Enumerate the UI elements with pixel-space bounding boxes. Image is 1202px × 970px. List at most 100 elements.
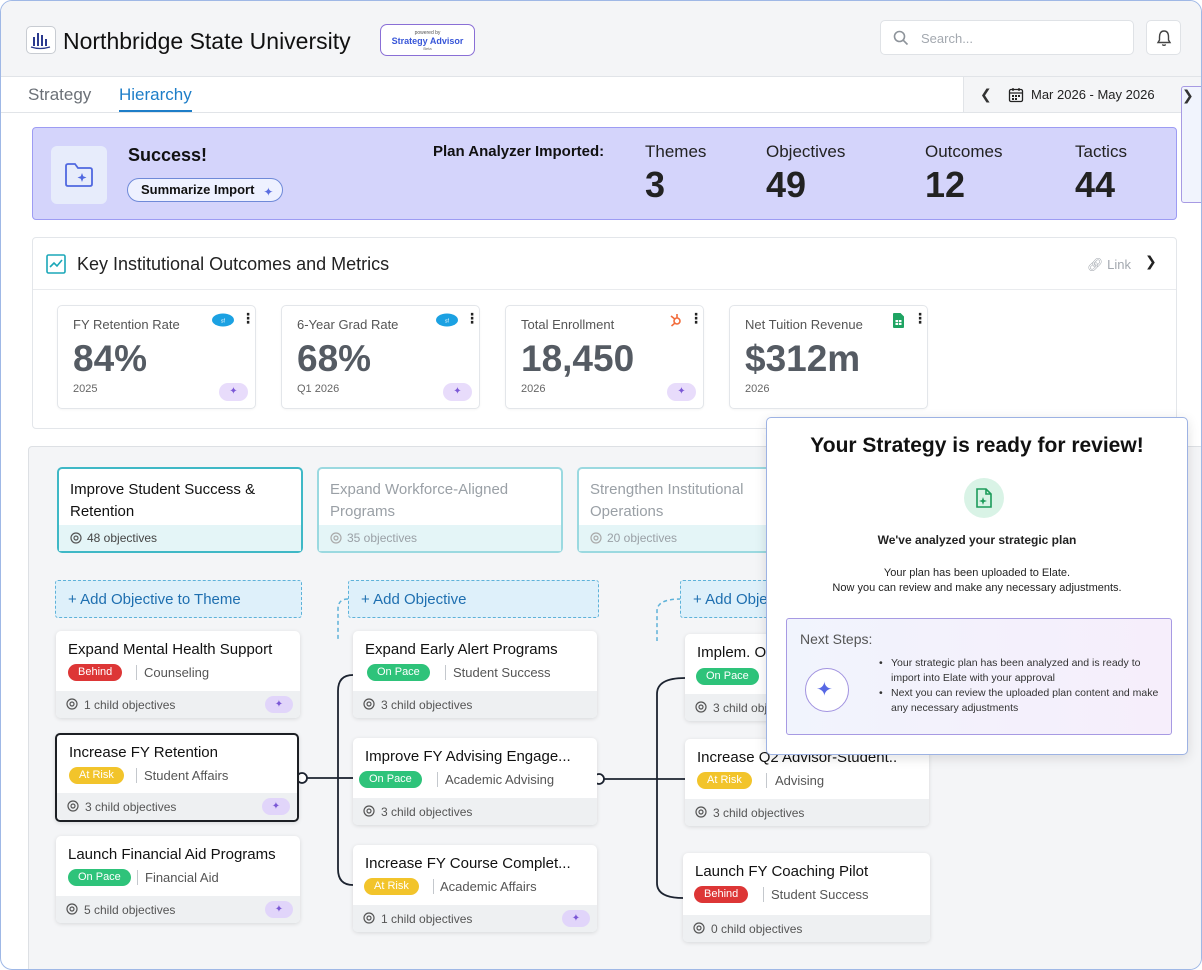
collapse-chevron-icon[interactable]: ❯ — [1145, 253, 1157, 269]
theme-card[interactable]: Improve Student Success & Retention 48 o… — [57, 467, 303, 553]
objective-card[interactable]: Launch Financial Aid Programs On Pace Fi… — [56, 836, 300, 923]
objective-title: Increase FY Retention — [69, 744, 218, 761]
stat-themes: Themes 3 — [645, 142, 706, 206]
stat-value: 12 — [925, 164, 966, 205]
metric-period: Q1 2026 — [297, 383, 340, 395]
target-icon — [70, 532, 82, 544]
date-range-label[interactable]: Mar 2026 - May 2026 — [1031, 87, 1155, 102]
calendar-icon — [1008, 88, 1024, 103]
objective-title: Expand Early Alert Programs — [365, 641, 558, 658]
notifications-button[interactable] — [1146, 20, 1181, 55]
ai-sparkle-icon: ✦ — [805, 668, 849, 712]
stat-tactics: Tactics 44 — [1075, 142, 1127, 206]
metric-card[interactable]: Total Enrollment ⋮ 18,450 2026 ✦ — [505, 305, 704, 409]
ai-sparkle-icon[interactable]: ✦ — [562, 910, 590, 927]
child-objectives-count: 3 child objectives — [381, 805, 473, 819]
child-objectives-count: 3 child obj — [713, 701, 768, 715]
ai-sparkle-icon[interactable]: ✦ — [667, 383, 696, 401]
key-metrics-panel: Key Institutional Outcomes and Metrics 🔗… — [32, 237, 1177, 429]
target-icon — [693, 922, 705, 934]
stat-label: Outcomes — [925, 142, 1003, 161]
tab-strategy[interactable]: Strategy — [28, 85, 92, 104]
salesforce-icon: sf — [435, 313, 459, 330]
metric-card[interactable]: 6-Year Grad Rate sf ⋮ 68% Q1 2026 ✦ — [281, 305, 480, 409]
metric-period: 2026 — [745, 383, 770, 395]
target-icon — [695, 701, 707, 713]
link-button[interactable]: 🔗︎ Link — [1087, 257, 1131, 273]
objective-footer: 3 child objectives — [353, 798, 597, 825]
more-options-icon[interactable]: ⋮ — [913, 310, 927, 326]
metric-card[interactable]: Net Tuition Revenue ⋮ $312m 2026 — [729, 305, 928, 409]
objective-card[interactable]: Launch FY Coaching Pilot Behind Student … — [683, 853, 930, 942]
add-objective-to-theme-button[interactable]: + Add Objective to Theme — [55, 580, 302, 618]
more-options-icon[interactable]: ⋮ — [241, 310, 255, 326]
plan-analyzer-label: Plan Analyzer Imported: — [433, 143, 605, 160]
metrics-title: Key Institutional Outcomes and Metrics — [77, 254, 390, 274]
badge-strategy-advisor: Strategy Advisor — [391, 36, 464, 46]
divider — [445, 665, 446, 680]
objective-card[interactable]: Expand Mental Health Support Behind Coun… — [56, 631, 300, 718]
target-icon — [363, 698, 375, 710]
objective-footer: 5 child objectives ✦ — [56, 896, 300, 923]
objective-card[interactable]: Expand Early Alert Programs On Pace Stud… — [353, 631, 597, 718]
ai-sparkle-icon[interactable]: ✦ — [262, 798, 290, 815]
dialog-title: Your Strategy is ready for review! — [810, 434, 1144, 457]
more-options-icon[interactable]: ⋮ — [689, 310, 703, 326]
success-title: Success! — [128, 145, 208, 165]
stat-outcomes: Outcomes 12 — [925, 142, 1002, 206]
search-placeholder: Search... — [921, 31, 974, 46]
metric-label: Net Tuition Revenue — [745, 317, 863, 332]
app-header: Northbridge State University powered by … — [1, 1, 1201, 77]
search-input[interactable]: Search... — [880, 20, 1134, 55]
divider — [763, 887, 764, 902]
stat-label: Themes — [645, 142, 707, 161]
child-objectives-count: 3 child objectives — [381, 698, 473, 712]
folder-icon-tile — [51, 146, 107, 204]
next-step-item: Your strategic plan has been analyzed an… — [879, 656, 1161, 686]
stat-label: Tactics — [1075, 142, 1127, 161]
objective-footer: 1 child objectives ✦ — [56, 691, 300, 718]
status-badge: Behind — [68, 664, 123, 681]
metric-label: Total Enrollment — [521, 317, 615, 332]
add-objective-button[interactable]: + Add Obje — [680, 580, 770, 618]
next-steps-heading: Next Steps: — [800, 631, 873, 647]
status-badge: At Risk — [697, 772, 752, 789]
date-range-picker: ❮ Mar 2026 - May 2026 ❯ — [963, 77, 1201, 203]
objective-card[interactable]: Improve FY Advising Engage... On Pace Ac… — [353, 738, 597, 825]
ai-sparkle-icon[interactable]: ✦ — [443, 383, 472, 401]
target-icon — [66, 903, 78, 915]
child-objectives-count: 3 child objectives — [713, 806, 805, 820]
add-objective-button[interactable]: + Add Objective — [348, 580, 599, 618]
divider — [136, 768, 137, 783]
objective-title: Launch Financial Aid Programs — [68, 846, 276, 863]
next-period-button[interactable]: ❯ — [1181, 86, 1201, 203]
objective-department: Counseling — [144, 665, 210, 680]
ai-sparkle-icon[interactable]: ✦ — [265, 696, 293, 713]
objective-department: Academic Affairs — [440, 879, 537, 894]
prev-period-button[interactable]: ❮ — [980, 86, 992, 102]
objective-card-selected[interactable]: Increase FY Retention At Risk Student Af… — [55, 733, 299, 822]
theme-card[interactable]: Expand Workforce-Aligned Programs 35 obj… — [317, 467, 563, 553]
strategy-ready-dialog: Your Strategy is ready for review! We've… — [766, 417, 1188, 755]
ai-sparkle-icon[interactable]: ✦ — [219, 383, 248, 401]
objective-footer: 3 child objectives — [353, 691, 597, 718]
tab-hierarchy[interactable]: Hierarchy — [119, 85, 192, 112]
objective-department: Student Success — [771, 887, 869, 902]
summarize-import-button[interactable]: Summarize Import ✦ — [127, 178, 284, 202]
more-options-icon[interactable]: ⋮ — [465, 310, 479, 326]
theme-title: Strengthen Institutional Operations — [590, 481, 744, 520]
child-objectives-count: 0 child objectives — [711, 922, 803, 936]
stat-value: 49 — [766, 164, 807, 205]
svg-text:sf: sf — [445, 319, 450, 325]
objective-card[interactable]: Increase FY Course Complet... At Risk Ac… — [353, 845, 597, 932]
status-badge: Behind — [694, 886, 749, 903]
metric-value: 68% — [297, 338, 372, 379]
next-steps-list: Your strategic plan has been analyzed an… — [879, 656, 1161, 716]
stat-value: 3 — [645, 164, 666, 205]
metric-card[interactable]: FY Retention Rate sf ⋮ 84% 2025 ✦ — [57, 305, 256, 409]
metric-value: 84% — [73, 338, 148, 379]
stat-label: Objectives — [766, 142, 846, 161]
trend-chart-icon — [46, 254, 66, 274]
ai-sparkle-icon[interactable]: ✦ — [265, 901, 293, 918]
